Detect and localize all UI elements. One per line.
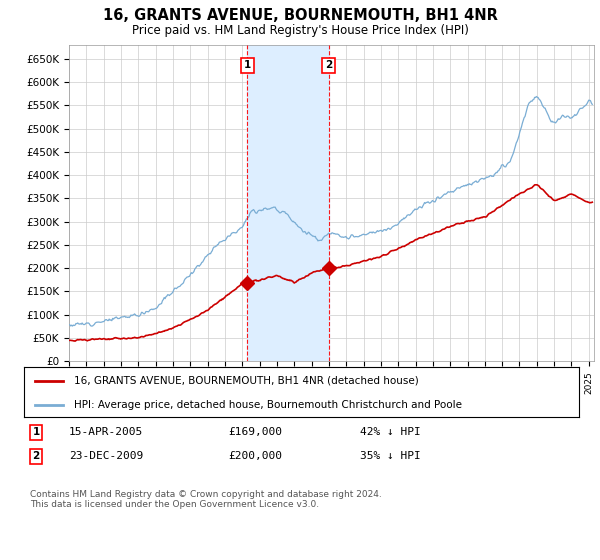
- Text: 16, GRANTS AVENUE, BOURNEMOUTH, BH1 4NR (detached house): 16, GRANTS AVENUE, BOURNEMOUTH, BH1 4NR …: [74, 376, 419, 386]
- Text: £200,000: £200,000: [228, 451, 282, 461]
- Text: Contains HM Land Registry data © Crown copyright and database right 2024.
This d: Contains HM Land Registry data © Crown c…: [30, 490, 382, 510]
- Text: 23-DEC-2009: 23-DEC-2009: [69, 451, 143, 461]
- Text: 42% ↓ HPI: 42% ↓ HPI: [360, 427, 421, 437]
- Text: £169,000: £169,000: [228, 427, 282, 437]
- Bar: [247, 45, 329, 361]
- Text: 2: 2: [325, 60, 332, 71]
- Text: 2: 2: [32, 451, 40, 461]
- Text: 15-APR-2005: 15-APR-2005: [69, 427, 143, 437]
- Text: 1: 1: [32, 427, 40, 437]
- Text: 1: 1: [244, 60, 251, 71]
- Text: Price paid vs. HM Land Registry's House Price Index (HPI): Price paid vs. HM Land Registry's House …: [131, 24, 469, 37]
- Text: 35% ↓ HPI: 35% ↓ HPI: [360, 451, 421, 461]
- Text: HPI: Average price, detached house, Bournemouth Christchurch and Poole: HPI: Average price, detached house, Bour…: [74, 400, 462, 409]
- Text: 16, GRANTS AVENUE, BOURNEMOUTH, BH1 4NR: 16, GRANTS AVENUE, BOURNEMOUTH, BH1 4NR: [103, 8, 497, 24]
